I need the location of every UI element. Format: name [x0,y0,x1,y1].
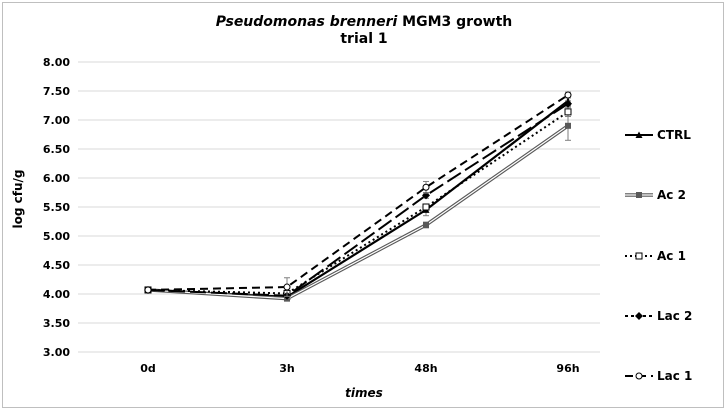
y-tick-label: 8.00 [43,56,70,69]
series-line-ac-2 [147,124,570,301]
data-point [564,91,572,99]
y-tick-label: 6.00 [43,172,70,185]
x-tick-label: 0d [140,362,156,375]
y-tick-label: 4.00 [43,288,70,301]
data-point [564,99,572,108]
y-tick-label: 5.50 [43,201,70,214]
series-line-lac-1 [147,94,569,291]
legend-label: Ac 1 [657,249,686,263]
data-point [283,283,291,291]
data-point [564,108,572,116]
x-tick-label: 96h [556,362,579,375]
legend-marker [635,372,643,380]
y-tick-label: 4.50 [43,259,70,272]
y-tick-label: 6.50 [43,143,70,156]
data-point [144,286,152,294]
legend-label: Ac 2 [657,188,686,202]
legend-label: Lac 2 [657,309,692,323]
y-tick-label: 7.00 [43,114,70,127]
y-tick-label: 7.50 [43,85,70,98]
legend-marker [635,252,643,260]
data-point [565,122,571,129]
legend-marker [635,131,643,138]
data-point [423,221,429,228]
chart-title: Pseudomonas brenneri MGM3 growth [0,14,728,30]
x-axis-title: times [345,386,383,400]
chart-subtitle: trial 1 [340,31,388,47]
legend-label: Lac 1 [657,369,692,383]
legend-marker [635,312,643,320]
x-tick-label: 48h [414,362,437,375]
series-line-ctrl [147,99,569,299]
data-point [422,183,430,191]
legend-marker [636,192,642,198]
legend-label: CTRL [657,128,691,142]
data-point [422,203,430,211]
y-tick-label: 5.00 [43,230,70,243]
y-tick-label: 3.50 [43,317,70,330]
y-axis-title: log cfu/g [11,169,25,229]
x-tick-label: 3h [279,362,295,375]
chart-title-species: Pseudomonas brenneri [215,14,398,30]
chart-frame [2,2,724,408]
series-line-lac-2 [147,102,569,297]
y-tick-label: 3.00 [43,346,70,359]
series-line-ac-1 [147,111,569,295]
series-line-inner [147,125,569,300]
chart-title-rest: MGM3 growth [397,14,513,30]
